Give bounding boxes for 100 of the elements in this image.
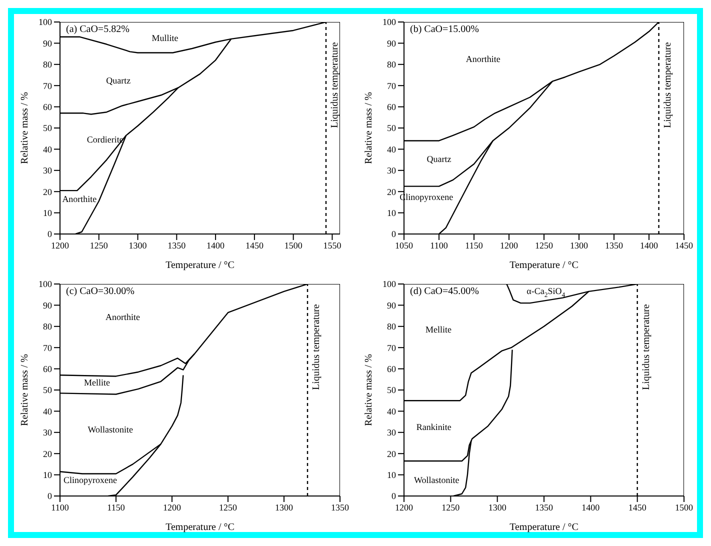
y-tick-label: 50 xyxy=(43,123,52,134)
x-tick-label: 1300 xyxy=(128,240,148,250)
x-tick-label: 1200 xyxy=(163,502,182,512)
y-tick-label: 40 xyxy=(43,144,52,154)
x-tick-label: 1300 xyxy=(488,502,507,512)
chart-title: (d) CaO=45.00% xyxy=(410,286,479,297)
y-tick-label: 10 xyxy=(43,208,52,218)
x-tick-label: 1300 xyxy=(570,240,588,250)
x-axis-title: Temperature / °C xyxy=(510,260,579,271)
x-tick-label: 1500 xyxy=(284,240,303,250)
y-tick-label: 60 xyxy=(387,364,396,374)
y-tick-label: 40 xyxy=(387,406,396,416)
y-tick-label: 0 xyxy=(48,491,52,502)
annotation: Mellite xyxy=(84,378,110,388)
x-tick-label: 1550 xyxy=(323,240,342,250)
x-axis-title: Temperature / °C xyxy=(166,260,235,271)
x-tick-label: 1350 xyxy=(605,240,624,250)
x-tick-label: 1350 xyxy=(331,502,350,512)
x-tick-label: 1250 xyxy=(535,240,554,250)
y-tick-label: 70 xyxy=(387,80,396,91)
y-tick-label: 40 xyxy=(387,144,396,154)
y-tick-label: 100 xyxy=(38,279,52,290)
annotation: Mullite xyxy=(152,33,178,44)
x-tick-label: 1400 xyxy=(640,240,658,250)
x-axis-title: Temperature / °C xyxy=(166,522,235,533)
y-tick-label: 0 xyxy=(392,491,396,502)
y-tick-label: 30 xyxy=(43,166,52,176)
x-tick-label: 1450 xyxy=(628,502,647,512)
x-tick-label: 1400 xyxy=(206,240,226,250)
y-tick-label: 70 xyxy=(43,342,52,353)
y-tick-label: 0 xyxy=(392,229,396,240)
y-tick-label: 20 xyxy=(387,186,396,197)
annotation: Wollastonite xyxy=(88,424,134,434)
y-tick-label: 60 xyxy=(43,102,52,112)
x-tick-label: 1350 xyxy=(535,502,554,512)
annotation: Quartz xyxy=(426,154,452,164)
chart-title: (a) CaO=5.82% xyxy=(66,24,130,35)
x-tick-label: 1350 xyxy=(168,240,186,250)
y-tick-label: 80 xyxy=(387,322,396,332)
x-tick-label: 1250 xyxy=(442,502,460,512)
x-tick-label: 1400 xyxy=(582,502,600,512)
y-tick-label: 70 xyxy=(43,80,52,91)
y-tick-label: 40 xyxy=(43,406,52,416)
annotation: Rankinite xyxy=(416,422,452,432)
annotation: Wollastonite xyxy=(414,475,460,486)
annotation: Anorthite xyxy=(105,312,140,322)
chart-title: (c) CaO=30.00% xyxy=(66,286,134,297)
y-tick-label: 80 xyxy=(43,322,52,332)
y-tick-label: 70 xyxy=(387,342,396,353)
y-tick-label: 30 xyxy=(387,166,396,176)
y-tick-label: 10 xyxy=(387,470,396,480)
y-axis-title: Relative mass / % xyxy=(364,354,375,426)
y-tick-label: 10 xyxy=(387,208,396,218)
annotation: Cordierite xyxy=(86,134,124,145)
x-tick-label: 1300 xyxy=(275,502,294,512)
x-tick-label: 1150 xyxy=(107,502,126,512)
ref-line-label: Liquidus temperature xyxy=(662,42,674,128)
y-tick-label: 90 xyxy=(43,300,52,310)
y-tick-label: 50 xyxy=(387,123,396,134)
x-tick-label: 1450 xyxy=(675,240,694,250)
x-tick-label: 1450 xyxy=(245,240,264,250)
y-tick-label: 80 xyxy=(43,60,52,70)
y-tick-label: 100 xyxy=(38,17,52,28)
x-tick-label: 1200 xyxy=(395,502,414,512)
chart-title: (b) CaO=15.00% xyxy=(410,24,479,35)
x-tick-label: 1150 xyxy=(465,240,484,250)
x-tick-label: 1100 xyxy=(430,240,448,250)
annotation: Mellite xyxy=(426,324,452,335)
x-tick-label: 1200 xyxy=(51,240,70,250)
y-tick-label: 0 xyxy=(48,229,52,240)
annotation: Anorthite xyxy=(466,54,500,64)
y-tick-label: 20 xyxy=(387,448,396,459)
x-tick-label: 1500 xyxy=(675,502,694,512)
x-tick-label: 1100 xyxy=(51,502,70,512)
annotation: Clinopyroxene xyxy=(63,475,117,486)
y-axis-title: Relative mass / % xyxy=(364,92,375,164)
x-tick-label: 1250 xyxy=(219,502,238,512)
y-axis-title: Relative mass / % xyxy=(20,354,31,426)
y-tick-label: 10 xyxy=(43,470,52,480)
y-tick-label: 100 xyxy=(382,279,396,290)
ref-line-label: Liquidus temperature xyxy=(330,42,341,128)
y-tick-label: 90 xyxy=(387,38,396,48)
ref-line-label: Liquidus temperature xyxy=(311,304,322,390)
annotation: Anorthite xyxy=(62,194,97,204)
y-tick-label: 90 xyxy=(387,300,396,310)
y-tick-label: 30 xyxy=(387,428,396,438)
y-tick-label: 50 xyxy=(43,385,52,396)
ref-line-label: Liquidus temperature xyxy=(640,304,652,390)
y-axis-title: Relative mass / % xyxy=(20,92,31,164)
y-tick-label: 30 xyxy=(43,428,52,438)
y-tick-label: 20 xyxy=(43,448,52,459)
x-tick-label: 1050 xyxy=(395,240,414,250)
y-tick-label: 100 xyxy=(382,17,396,28)
x-axis-title: Temperature / °C xyxy=(510,522,579,533)
y-tick-label: 20 xyxy=(43,186,52,197)
x-tick-label: 1200 xyxy=(500,240,518,250)
x-tick-label: 1250 xyxy=(90,240,108,250)
annotation: Quartz xyxy=(106,75,131,86)
y-tick-label: 50 xyxy=(387,385,396,396)
y-tick-label: 60 xyxy=(387,102,396,112)
